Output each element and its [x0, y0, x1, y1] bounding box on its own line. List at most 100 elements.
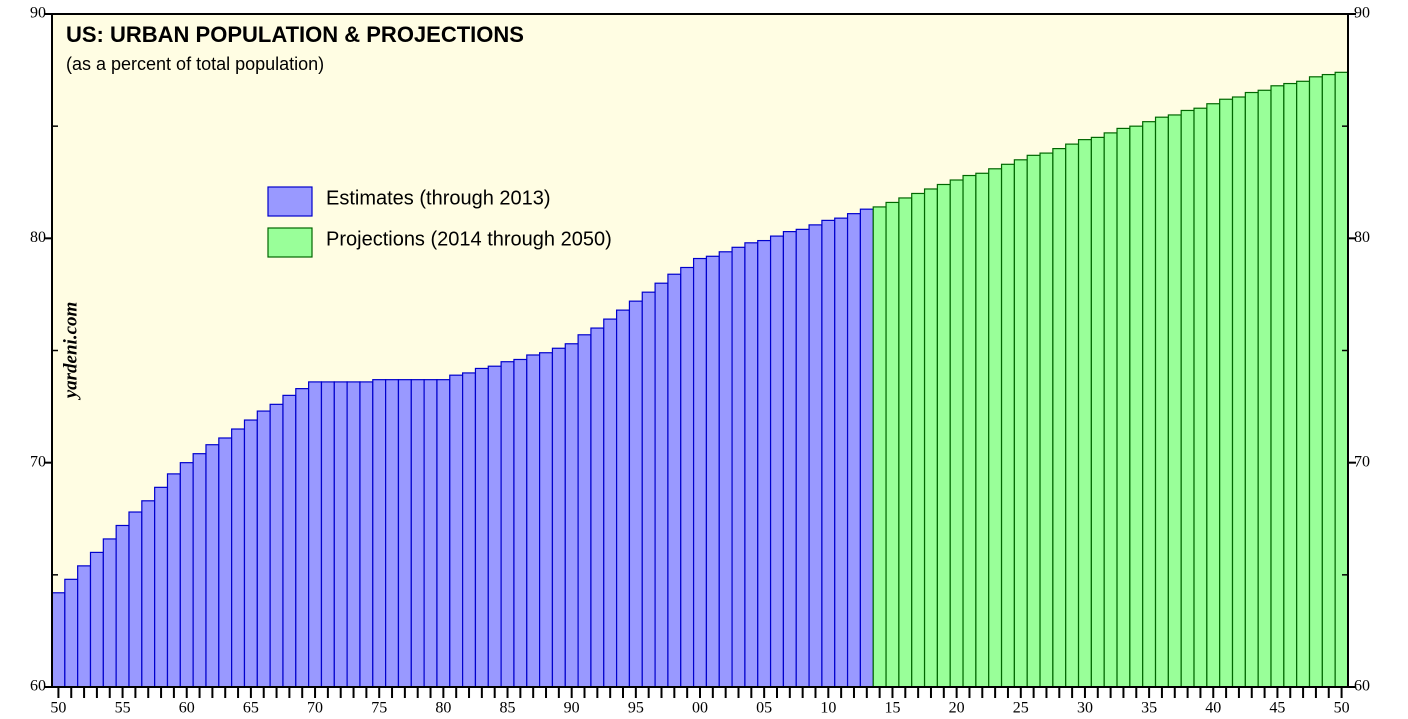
x-tick-label: 10: [820, 700, 836, 717]
bar: [115, 524, 130, 688]
bar: [718, 251, 733, 688]
bar: [911, 192, 926, 688]
bar: [166, 473, 181, 688]
bar: [1116, 127, 1131, 688]
bar: [577, 334, 592, 688]
x-tick-label: 80: [435, 700, 451, 717]
bar: [128, 511, 143, 688]
bar: [846, 213, 861, 688]
bar: [680, 266, 695, 688]
bar: [1077, 139, 1092, 688]
x-tick-label: 90: [564, 700, 580, 717]
chart-subtitle: (as a percent of total population): [66, 54, 324, 74]
bar: [77, 565, 92, 688]
bar: [641, 291, 656, 688]
bar: [423, 379, 438, 688]
bar: [795, 228, 810, 688]
y-tick-label-right: 60: [1354, 678, 1370, 695]
watermark: yardeni.com: [60, 302, 81, 401]
bar: [885, 201, 900, 688]
x-tick-label: 65: [243, 700, 259, 717]
bar: [705, 255, 720, 688]
bar: [1193, 107, 1208, 688]
x-tick-label: 95: [628, 700, 644, 717]
bar: [385, 379, 400, 688]
bar: [590, 327, 605, 688]
bar: [1321, 73, 1336, 688]
bar: [295, 388, 310, 688]
bar: [333, 381, 348, 688]
bar: [975, 172, 990, 688]
y-tick-label: 70: [30, 453, 46, 470]
bar: [1039, 152, 1054, 688]
bar: [1129, 125, 1144, 688]
x-tick-label: 45: [1269, 700, 1285, 717]
bar: [308, 381, 323, 688]
bar: [834, 217, 849, 688]
bar: [782, 231, 797, 688]
bar: [962, 174, 977, 688]
bar: [859, 208, 874, 688]
bar: [1308, 76, 1323, 688]
bar: [359, 381, 374, 688]
bar: [51, 592, 66, 688]
bar: [269, 403, 284, 688]
bar: [539, 352, 554, 688]
bar: [1026, 154, 1041, 688]
x-tick-label: 20: [949, 700, 965, 717]
bar: [731, 246, 746, 688]
bar: [346, 381, 361, 688]
bar: [936, 183, 951, 688]
bar: [500, 361, 515, 688]
bar: [205, 444, 220, 688]
x-tick-label: 35: [1141, 700, 1157, 717]
x-tick-label: 05: [756, 700, 772, 717]
bar: [615, 309, 631, 688]
bar: [1000, 163, 1015, 688]
bar: [141, 500, 156, 688]
bar: [243, 419, 258, 688]
bar: [320, 381, 335, 688]
bar: [397, 379, 412, 688]
bar: [1244, 91, 1259, 688]
x-tick-label: 50: [50, 700, 66, 717]
x-tick-label: 25: [1013, 700, 1029, 717]
chart-title: US: URBAN POPULATION & PROJECTIONS: [66, 22, 524, 47]
bar: [256, 410, 271, 688]
y-tick-label-right: 70: [1354, 453, 1370, 470]
legend-swatch: [267, 186, 313, 217]
bar: [628, 300, 643, 688]
bar: [218, 437, 233, 688]
bar: [551, 347, 566, 688]
bar: [1206, 103, 1221, 688]
bar: [1065, 143, 1080, 688]
x-tick-label: 85: [500, 700, 516, 717]
bar: [179, 462, 194, 688]
bar: [821, 219, 836, 688]
bar: [1334, 71, 1349, 688]
bar: [1013, 159, 1028, 688]
bar: [603, 318, 618, 688]
bar: [102, 538, 117, 688]
bar: [526, 354, 541, 688]
bar: [654, 282, 669, 688]
bar: [923, 188, 938, 688]
bar: [1142, 121, 1157, 688]
x-tick-label: 55: [115, 700, 131, 717]
bar: [949, 179, 964, 688]
bar: [898, 197, 913, 688]
x-tick-label: 30: [1077, 700, 1093, 717]
x-tick-label: 70: [307, 700, 323, 717]
y-tick-label: 90: [30, 5, 46, 22]
bar: [564, 343, 579, 688]
bar: [692, 257, 708, 688]
y-tick-label: 80: [30, 229, 46, 246]
bar: [757, 239, 772, 688]
bar: [1052, 148, 1067, 688]
bar: [192, 453, 207, 688]
bar: [1180, 109, 1195, 688]
bar: [372, 379, 387, 688]
bar: [808, 224, 823, 688]
bar: [462, 372, 477, 688]
